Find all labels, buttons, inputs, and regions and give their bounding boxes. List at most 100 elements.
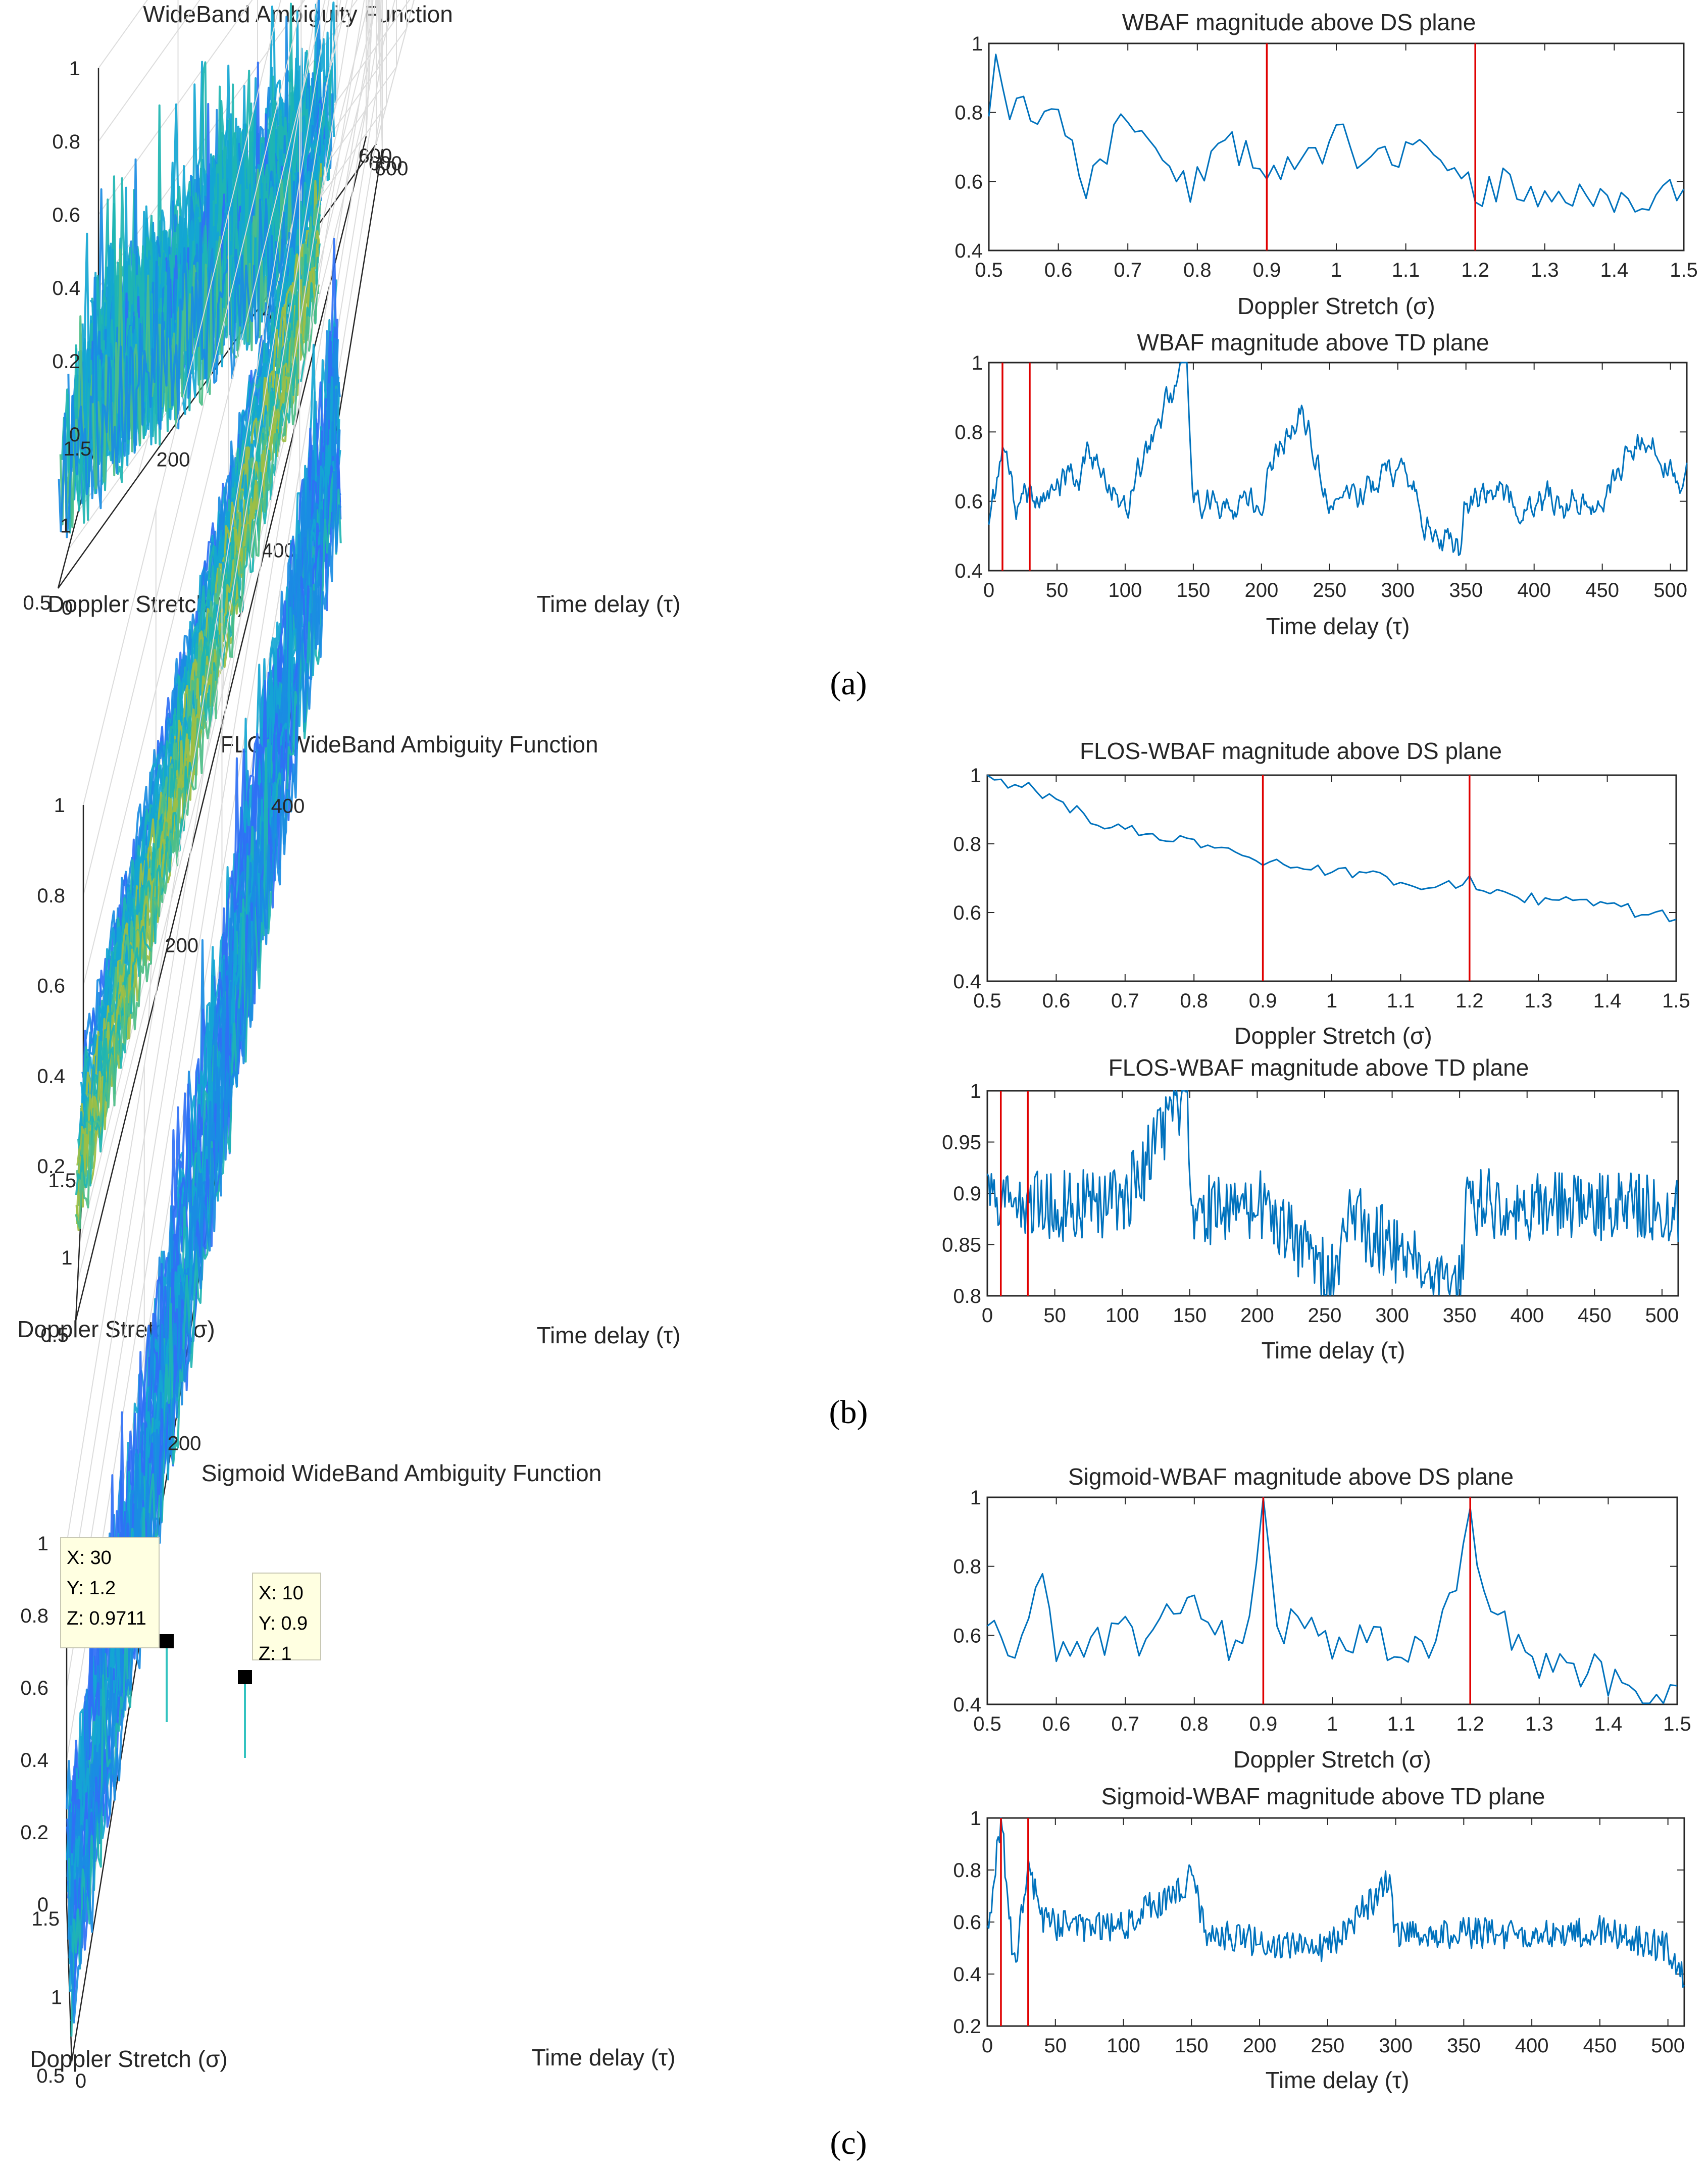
td-c-ytick-label: 0.2: [953, 2015, 981, 2038]
surface-mesh-line: [75, 285, 319, 1230]
surface-z-tick-label: 0: [37, 1894, 48, 1916]
surface-sigma-tick-label: 1: [51, 1987, 62, 2009]
td-a-xtick-label: 450: [1585, 579, 1619, 601]
td-b-xtick-label: 0: [982, 1304, 993, 1327]
surface-floor-grid: [377, 0, 383, 149]
ds-c-xtick-label: 1.3: [1525, 1713, 1553, 1735]
td-series-c: 0 50 100 150 200 250 300 350 400 450 500 0.2 0.4 0.6 0…: [953, 1807, 1685, 2057]
td-a-xtick-label: 300: [1381, 579, 1415, 601]
surface-sigma-tick-label: 1.5: [63, 438, 91, 460]
panel-a: WideBand Ambiguity Function 00.20.40.60.…: [23, 0, 1698, 702]
td-b-xtick-label: 200: [1240, 1304, 1274, 1327]
td-c-xtick-label: 100: [1107, 2035, 1140, 2057]
td-a-ytick-label: 0.8: [955, 421, 983, 443]
surface-sigma-tick-label: 1: [60, 515, 71, 537]
ds-c-ytick-label: 0.6: [953, 1625, 981, 1647]
ds-a-xtick-label: 1.2: [1461, 259, 1489, 281]
datatip-z-text: Z: 0.9711: [67, 1608, 146, 1629]
surface-grid-line: [366, 0, 369, 46]
ds-b-ytick-label: 0.8: [953, 833, 981, 855]
ds-a-xtick-label: 0.6: [1044, 259, 1073, 281]
surface-ylabel-a: Time delay (τ): [537, 591, 681, 617]
surface-z-tick-label: 1: [37, 1533, 48, 1555]
datatip-marker[interactable]: [238, 1670, 252, 1684]
ds-c-ytick-label: 1: [970, 1487, 981, 1509]
ds-a-xtick-label: 1.3: [1531, 259, 1559, 281]
ds-b-xtick-label: 0.8: [1180, 990, 1208, 1012]
surface-sigma-tick-label: 0.5: [40, 1324, 69, 1346]
ds-b-xtick-label: 1.3: [1524, 990, 1552, 1012]
td-title-c: Sigmoid-WBAF magnitude above TD plane: [1101, 1783, 1545, 1809]
ds-b-xtick-label: 0.7: [1111, 990, 1139, 1012]
td-c-xtick-label: 150: [1175, 2035, 1209, 2057]
ds-b-ytick-label: 1: [970, 765, 981, 787]
surface-z-tick-label: 0.2: [37, 1155, 65, 1178]
surface-z-tick-label: 0.8: [37, 885, 65, 907]
td-c-ytick-label: 1: [970, 1807, 981, 1830]
ds-series-c: 0.5 0.6 0.7 0.8 0.9 1 1.1 1.2 1.3 1.4 1.5 0.4 0.6 0.8…: [953, 1487, 1691, 1735]
surface-plot-c: Sigmoid WideBand Ambiguity Function 0 0.2…: [20, 0, 675, 2092]
ds-xlabel-c: Doppler Stretch (σ): [1233, 1746, 1431, 1773]
td-a-xtick-label: 150: [1177, 579, 1211, 601]
surface-tau-tick-label: 600: [359, 145, 392, 167]
datatip-x-text: X: 10: [259, 1583, 304, 1604]
surface-z-tick-label: 0.4: [52, 277, 80, 299]
td-b-xtick-label: 150: [1173, 1304, 1207, 1327]
td-plot-b: FLOS-WBAF magnitude above TD plane 0 50 10…: [942, 1054, 1679, 1363]
td-a-xtick-label: 250: [1313, 579, 1346, 601]
ds-series-a: 0.5 0.6 0.7 0.8 0.9 1 1.1 1.2 1.3 1.4 1.5 0.4 0.6 0.8…: [955, 33, 1697, 281]
td-c-xtick-label: 400: [1515, 2035, 1549, 2057]
datatip-marker[interactable]: [160, 1634, 174, 1648]
ds-a-ytick-label: 1: [972, 33, 983, 55]
surface-sigma-tick-label: 0.5: [23, 592, 51, 614]
datatip-box[interactable]: [252, 1573, 321, 1660]
surface-z-tick-label: 0.6: [20, 1677, 48, 1699]
ds-a-xtick-label: 1.5: [1670, 259, 1698, 281]
surface-mesh-a: [58, 0, 337, 538]
td-a-magnitude-line: [988, 362, 1688, 556]
surface-ticks-c: 0 0.2 0.4 0.6 0.8 1 1.5 1 0.5 0 200 400 600: [20, 158, 408, 2092]
surface-tau-tick-label: 200: [157, 449, 190, 471]
td-a-xtick-label: 200: [1244, 579, 1278, 601]
ds-plot-area-b: [986, 774, 1677, 982]
ds-plot-a: WBAF magnitude above DS plane 0.5 0.6 0.7 0…: [955, 9, 1697, 319]
ds-a-ytick-label: 0.4: [955, 240, 983, 262]
ds-plot-area-c: [986, 1496, 1678, 1705]
ds-c-xtick-label: 1.5: [1663, 1713, 1691, 1735]
td-series-b: 0 50 100 150 200 250 300 350 400 450 500 0.8 0.85 0.9…: [942, 1080, 1679, 1327]
ds-title-a: WBAF magnitude above DS plane: [1122, 9, 1476, 35]
datatip-x-text: X: 30: [67, 1547, 112, 1569]
ds-b-xtick-label: 1.2: [1455, 990, 1484, 1012]
surface-tau-axis: [75, 136, 367, 1321]
surface-sigma-tick-label: 0.5: [36, 2065, 65, 2087]
ds-c-ytick-label: 0.4: [953, 1694, 981, 1716]
td-c-xtick-label: 450: [1583, 2035, 1617, 2057]
datatip-box[interactable]: [60, 1537, 160, 1648]
surface-floor-grid: [77, 97, 369, 1282]
td-a-xtick-label: 100: [1109, 579, 1142, 601]
td-a-xtick-label: 50: [1046, 579, 1069, 601]
ds-c-xtick-label: 0.5: [973, 1713, 1001, 1735]
surface-ylabel-c: Time delay (τ): [532, 2044, 676, 2070]
surface-z-tick-label: 0.6: [37, 975, 65, 997]
surface-tau-tick-label: 200: [168, 1433, 202, 1455]
td-a-xtick-label: 350: [1449, 579, 1483, 601]
surface-z-tick-label: 0.2: [52, 350, 80, 373]
surface-grid-line: [98, 0, 200, 142]
surface-tau-tick-label: 600: [369, 153, 403, 175]
surface-tau-tick-label: 200: [165, 934, 198, 956]
surface-z-tick-label: 0.8: [52, 131, 80, 153]
surface-ylabel-b: Time delay (τ): [537, 1322, 681, 1348]
surface-sigma-tick-label: 1: [61, 1247, 72, 1269]
td-b-xtick-label: 450: [1578, 1304, 1612, 1327]
surface-tau-tick-label: 600: [375, 158, 409, 180]
td-c-magnitude-line: [986, 1817, 1685, 1988]
td-c-xtick-label: 250: [1311, 2035, 1344, 2057]
td-plot-c: Sigmoid-WBAF magnitude above TD plane 0 5…: [953, 1783, 1685, 2093]
ds-a-xtick-label: 1: [1331, 259, 1342, 281]
ds-a-xtick-label: 0.9: [1253, 259, 1281, 281]
ds-plot-area-a: [988, 42, 1685, 251]
surface-plot-b: FLOS-WideBand Ambiguity Function 0.20.40…: [17, 0, 680, 1348]
td-c-xtick-label: 50: [1044, 2035, 1067, 2057]
td-c-ytick-label: 0.6: [953, 1911, 981, 1934]
